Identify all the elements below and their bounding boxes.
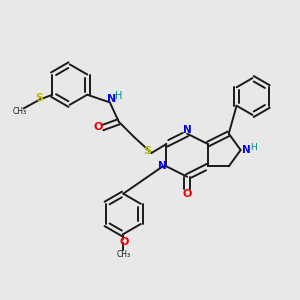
Text: N: N (158, 161, 166, 171)
Text: N: N (107, 94, 116, 104)
Text: S: S (144, 146, 152, 156)
Text: O: O (182, 189, 192, 199)
Text: S: S (35, 93, 44, 103)
Text: O: O (119, 237, 128, 247)
Text: H: H (250, 142, 256, 152)
Text: N: N (183, 125, 191, 135)
Text: H: H (115, 91, 122, 101)
Text: CH₃: CH₃ (13, 107, 27, 116)
Text: N: N (242, 145, 250, 155)
Text: CH₃: CH₃ (116, 250, 130, 259)
Text: O: O (94, 122, 103, 132)
